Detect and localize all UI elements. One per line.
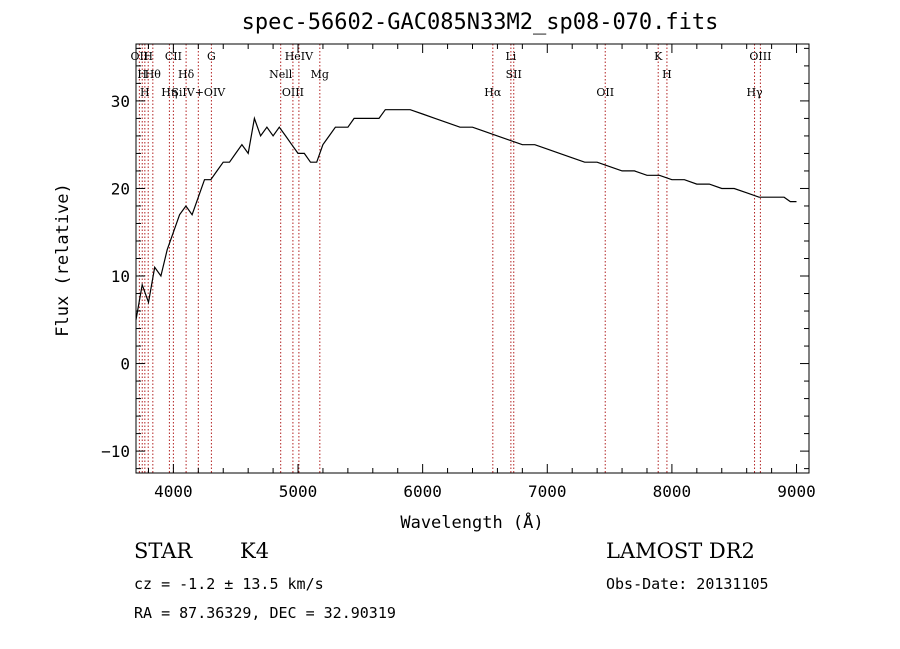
x-tick-label: 9000 bbox=[777, 482, 816, 501]
class-label: STAR bbox=[134, 539, 193, 563]
subclass-label: K4 bbox=[240, 539, 270, 563]
x-axis-label: Wavelength (Å) bbox=[400, 511, 543, 533]
line-marker-label: H bbox=[140, 86, 150, 99]
line-marker-label: Li bbox=[505, 50, 516, 63]
line-marker-label: SiIV+OIV bbox=[171, 86, 226, 99]
plot-frame bbox=[135, 43, 810, 474]
line-marker-label: H bbox=[662, 68, 672, 81]
y-tick-label: 30 bbox=[111, 92, 130, 111]
line-marker-label: G bbox=[207, 50, 216, 63]
y-tick-label: −10 bbox=[101, 442, 130, 461]
spectrum-line-layer bbox=[135, 109, 797, 320]
line-marker-label: OII bbox=[596, 86, 614, 99]
line-marker-label-layer: OIIHHHHθHηCIIHδSiIV+OIVGNellOIIIHeIVMgHα… bbox=[131, 50, 772, 99]
survey-label: LAMOST DR2 bbox=[606, 539, 755, 563]
line-marker-label: OII bbox=[131, 50, 149, 63]
x-tick-label: 8000 bbox=[653, 482, 692, 501]
x-tick-label: 7000 bbox=[528, 482, 567, 501]
y-tick-label: 0 bbox=[120, 355, 130, 374]
chart-title: spec-56602-GAC085N33M2_sp08-070.fits bbox=[241, 10, 719, 35]
y-tick-layer: −10 0 10 20 30 bbox=[101, 47, 809, 470]
x-tick-label: 5000 bbox=[279, 482, 318, 501]
redshift-text: cz = -1.2 ± 13.5 km/s bbox=[134, 575, 324, 593]
y-axis-label: Flux (relative) bbox=[53, 183, 73, 337]
line-marker-label: H bbox=[143, 50, 153, 63]
obs-date-text: Obs-Date: 20131105 bbox=[606, 575, 769, 593]
line-marker-layer bbox=[138, 44, 761, 473]
y-tick-label: 10 bbox=[111, 267, 130, 286]
line-marker-label: K bbox=[654, 50, 663, 63]
line-marker-label: Hγ bbox=[746, 86, 763, 99]
line-marker-label: Hη bbox=[161, 86, 177, 99]
y-tick-label: 20 bbox=[111, 179, 130, 198]
line-marker-label: Hδ bbox=[178, 68, 195, 81]
line-marker-label: SII bbox=[506, 68, 522, 81]
line-marker-label: Nell bbox=[269, 68, 293, 81]
line-marker-label: H bbox=[137, 68, 147, 81]
line-marker-label: CII bbox=[165, 50, 182, 63]
line-marker-label: HeIV bbox=[285, 50, 314, 63]
line-marker-label: Mg bbox=[311, 68, 329, 81]
line-marker-label: OIII bbox=[282, 86, 304, 99]
x-tick-label: 6000 bbox=[403, 482, 442, 501]
spectrum-line bbox=[135, 109, 797, 320]
line-marker-label: Hθ bbox=[145, 68, 162, 81]
coordinates-text: RA = 87.36329, DEC = 32.90319 bbox=[134, 604, 396, 622]
line-marker-label: Hα bbox=[484, 86, 502, 99]
x-tick-label: 4000 bbox=[154, 482, 193, 501]
x-tick-layer: 4000 5000 6000 7000 8000 9000 bbox=[147, 44, 816, 501]
line-marker-label: OIII bbox=[749, 50, 771, 63]
